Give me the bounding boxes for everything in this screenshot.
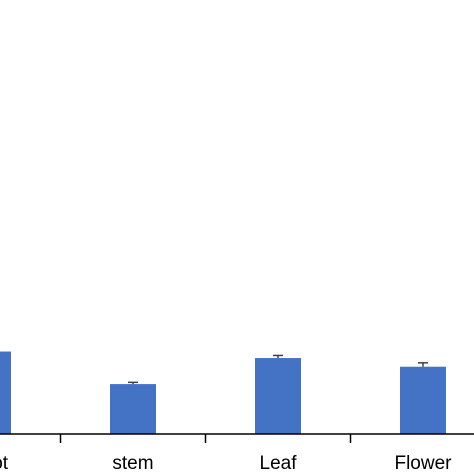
error-bars-layer [128,354,428,385]
bar-stem [110,384,156,434]
x-tick-labels: Root stem Leaf Flower [0,453,452,474]
x-tick-label-stem: stem [112,453,153,474]
bars-layer [0,351,446,434]
bar-leaf [255,358,301,434]
x-axis [0,433,474,443]
bar-flower [400,366,446,434]
x-tick-label-root: Root [0,453,9,474]
x-tick-label-flower: Flower [394,453,452,474]
x-tick-label-leaf: Leaf [260,453,298,474]
bar-root [0,351,11,434]
